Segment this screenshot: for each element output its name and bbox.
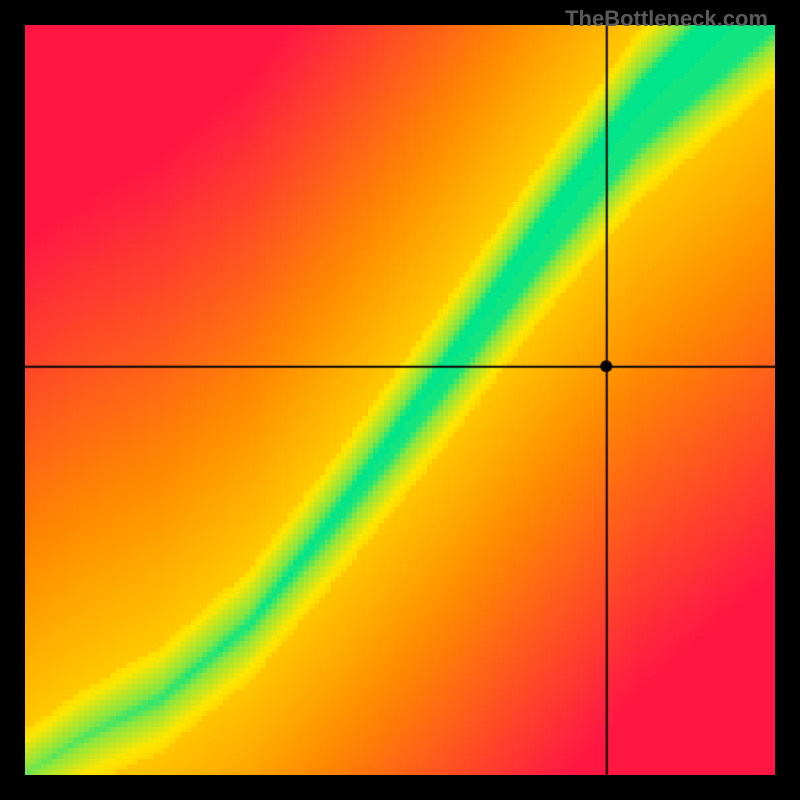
watermark-text: TheBottleneck.com — [565, 6, 768, 32]
bottleneck-heatmap — [25, 25, 775, 775]
chart-container: { "watermark_text": "TheBottleneck.com",… — [0, 0, 800, 800]
